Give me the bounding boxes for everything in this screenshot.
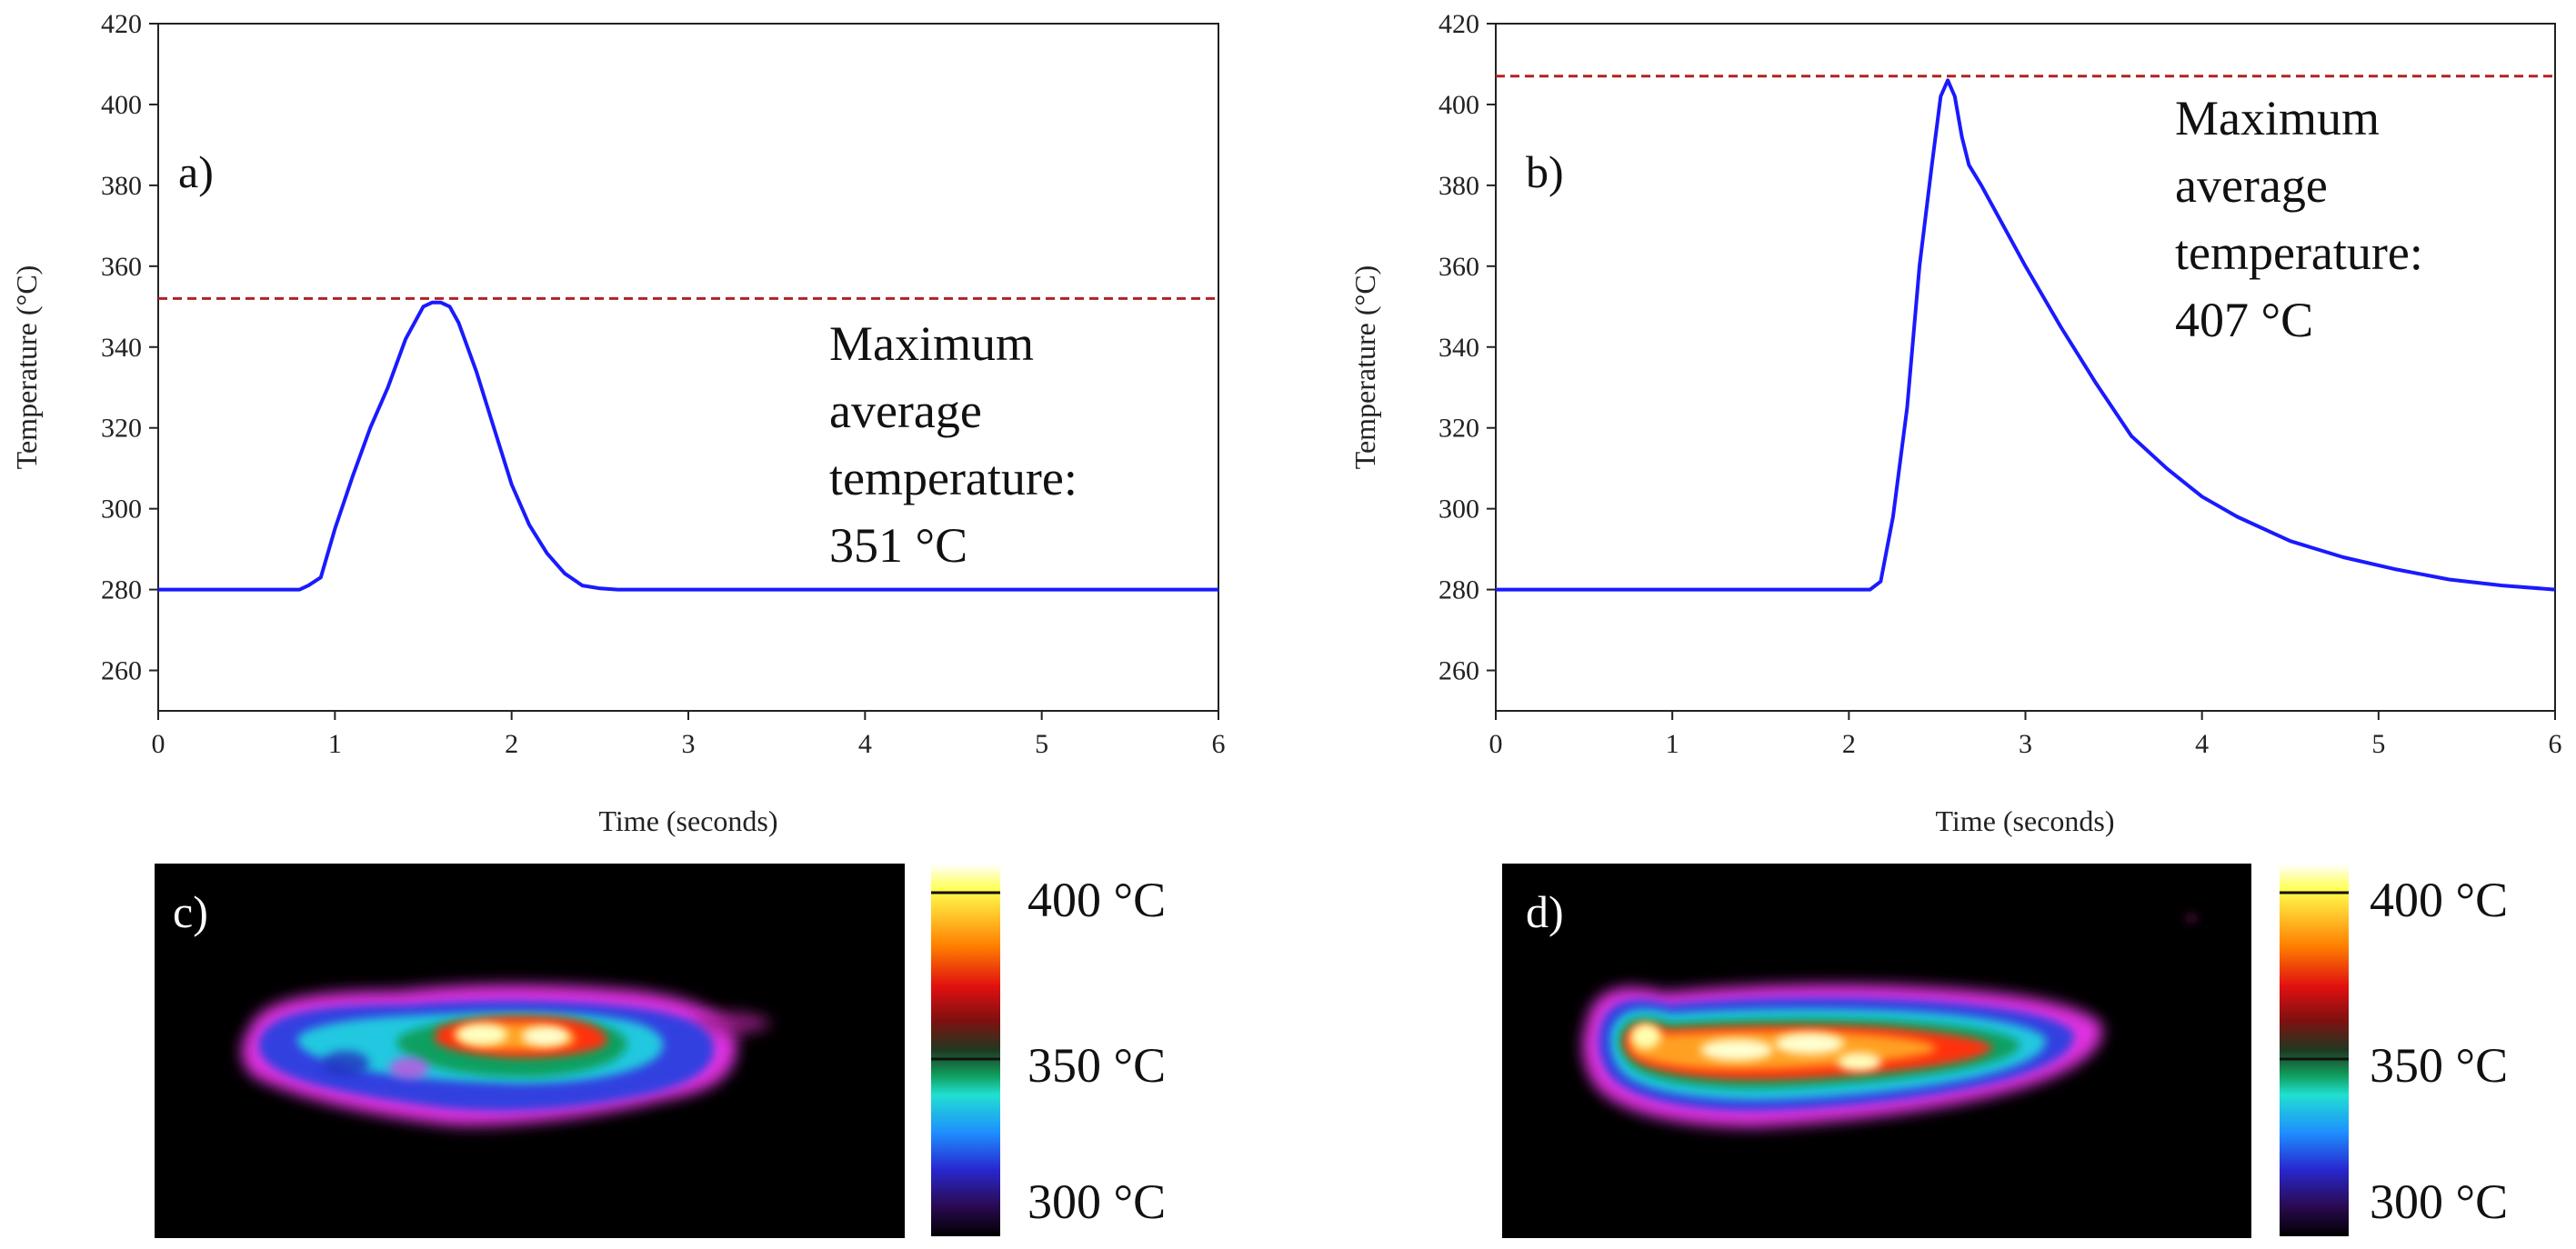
y-tick-label: 400 — [101, 90, 142, 120]
annotation-b-line2: average — [2175, 158, 2328, 213]
plot-area-b — [1495, 23, 2556, 712]
x-tick-label: 0 — [152, 729, 165, 759]
thermal-image-d: d) 400 °C 350 °C 300 °C — [1502, 864, 2508, 1238]
plot-area-a — [157, 23, 1219, 712]
panel-label-b: b) — [1526, 146, 1564, 197]
colorbar-label-350-c: 350 °C — [1027, 1038, 1166, 1093]
y-tick-label: 340 — [101, 333, 142, 363]
annotation-a-line4: 351 °C — [829, 518, 967, 573]
x-tick-label: 2 — [505, 729, 518, 759]
y-tick-label: 320 — [1438, 414, 1479, 444]
y-tick-label: 260 — [1438, 656, 1479, 686]
chart-a: 260 280 300 320 340 360 380 400 420 0 1 2 3 4 5 6 a) M… — [10, 9, 1226, 837]
x-axis-label-a: Time (seconds) — [598, 804, 777, 837]
colorbar-label-400-c: 400 °C — [1027, 873, 1166, 927]
colorbar-label-400-d: 400 °C — [2370, 873, 2508, 927]
x-ticks-a: 0 1 2 3 4 5 6 — [152, 711, 1226, 759]
colorbar-label-350-d: 350 °C — [2370, 1038, 2508, 1093]
y-tick-label: 380 — [1438, 171, 1479, 201]
y-tick-label: 360 — [101, 252, 142, 282]
annotation-b-line1: Maximum — [2175, 91, 2380, 145]
y-tick-label: 420 — [101, 9, 142, 39]
colorbar-label-300-c: 300 °C — [1027, 1174, 1166, 1229]
x-tick-label: 1 — [328, 729, 342, 759]
y-ticks-b: 260 280 300 320 340 360 380 400 420 — [1438, 9, 1496, 686]
x-tick-label: 4 — [858, 729, 872, 759]
y-tick-label: 280 — [101, 575, 142, 605]
y-ticks-a: 260 280 300 320 340 360 380 400 420 — [101, 9, 158, 686]
annotation-b-line4: 407 °C — [2175, 293, 2313, 347]
x-tick-label: 6 — [2549, 729, 2562, 759]
y-tick-label: 400 — [1438, 90, 1479, 120]
x-tick-label: 5 — [2371, 729, 2385, 759]
y-axis-label-a: Temperature (°C) — [10, 265, 43, 470]
x-axis-label-b: Time (seconds) — [1935, 804, 2114, 837]
y-axis-label-b: Temperature (°C) — [1348, 265, 1381, 470]
x-tick-label: 3 — [682, 729, 696, 759]
panel-label-c: c) — [173, 886, 208, 937]
y-tick-label: 340 — [1438, 333, 1479, 363]
annotation-a-line1: Maximum — [829, 316, 1034, 371]
colorbar-d — [2280, 864, 2349, 1236]
thermal-image-c: c) 400 °C 350 °C 300 °C — [155, 864, 1166, 1238]
y-tick-label: 420 — [1438, 9, 1479, 39]
panel-label-a: a) — [178, 146, 214, 197]
x-ticks-b: 0 1 2 3 4 5 6 — [1489, 711, 2562, 759]
y-tick-label: 300 — [101, 495, 142, 525]
x-tick-label: 1 — [1666, 729, 1679, 759]
y-tick-label: 300 — [1438, 495, 1479, 525]
y-tick-label: 360 — [1438, 252, 1479, 282]
temperature-line-a — [158, 300, 1218, 592]
y-tick-label: 280 — [1438, 575, 1479, 605]
panel-label-d: d) — [1526, 886, 1564, 937]
x-tick-label: 2 — [1842, 729, 1856, 759]
temperature-line-b — [1496, 78, 2556, 592]
colorbar-c — [931, 864, 1000, 1236]
hotspot-d — [1582, 913, 2199, 1127]
hotspot-c — [241, 984, 773, 1126]
annotation-b-line3: temperature: — [2175, 225, 2423, 280]
x-tick-label: 0 — [1489, 729, 1503, 759]
annotation-a-line3: temperature: — [829, 451, 1078, 505]
chart-b: 260 280 300 320 340 360 380 400 420 0 1 2 3 4 5 6 b) M… — [1348, 9, 2562, 837]
x-tick-label: 6 — [1212, 729, 1226, 759]
colorbar-label-300-d: 300 °C — [2370, 1174, 2508, 1229]
y-tick-label: 380 — [101, 171, 142, 201]
y-tick-label: 260 — [101, 656, 142, 686]
annotation-a-line2: average — [829, 384, 982, 438]
y-tick-label: 320 — [101, 414, 142, 444]
x-tick-label: 4 — [2195, 729, 2209, 759]
x-tick-label: 3 — [2019, 729, 2032, 759]
x-tick-label: 5 — [1035, 729, 1048, 759]
